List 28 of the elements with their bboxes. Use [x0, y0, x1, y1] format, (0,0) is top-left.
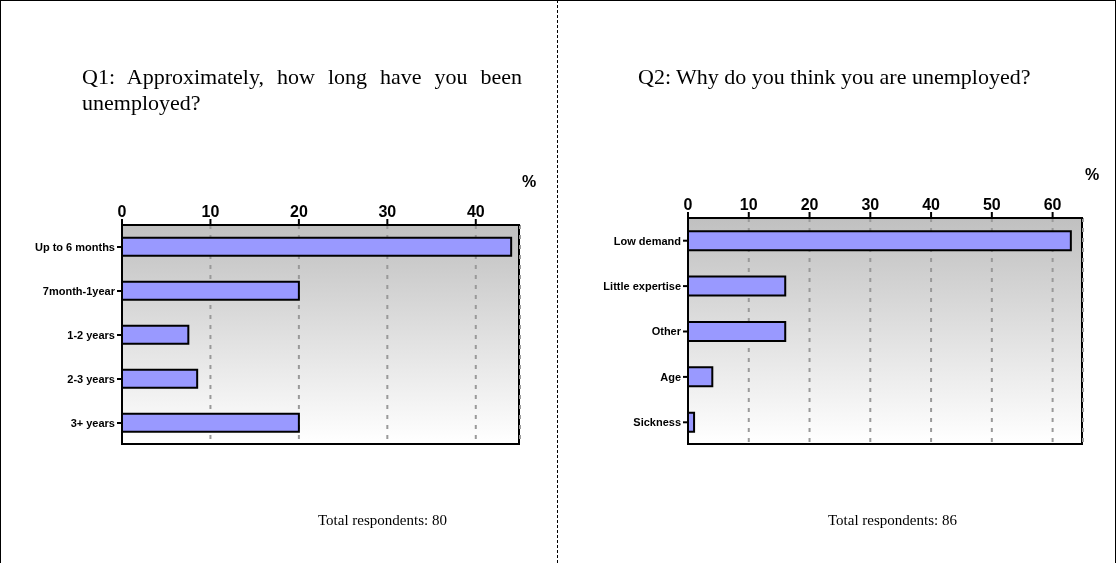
y-tick-label: Little expertise	[603, 280, 681, 293]
y-tick-label: 1-2 years	[67, 328, 115, 341]
y-tick-label: 3+ years	[70, 416, 115, 429]
x-tick-label: 20	[800, 196, 819, 213]
x-tick-label: 0	[117, 203, 127, 220]
chart-title: Q1: Approximately, how long have you been unemployed?	[82, 64, 522, 116]
x-tick-label: 10	[201, 203, 220, 220]
y-tick-label: Sickness	[633, 416, 681, 429]
y-tick-label: Low demand	[613, 234, 681, 247]
x-tick-label: 30	[861, 196, 880, 213]
y-tick-label: 2-3 years	[67, 372, 115, 385]
x-tick-label: 40	[922, 196, 941, 213]
y-tick-label: Up to 6 months	[34, 240, 115, 253]
x-axis-title: %	[522, 173, 537, 191]
x-tick-label: 40	[466, 203, 485, 220]
y-tick-label: 7month-1year	[42, 284, 116, 297]
x-axis-title: %	[1085, 166, 1100, 184]
x-tick-label: 0	[683, 196, 693, 213]
text: Total respondents: 86	[828, 512, 957, 529]
x-tick-label: 30	[378, 203, 397, 220]
x-tick-label: 60	[1043, 196, 1062, 213]
text: Total respondents: 80	[318, 512, 447, 529]
y-tick-label: Age	[660, 370, 681, 383]
y-tick-label: Other	[651, 325, 682, 338]
x-tick-label: 20	[289, 203, 308, 220]
x-tick-label: 50	[982, 196, 1001, 213]
chart-title: Q2: Why do you think you are unemployed?	[638, 64, 1032, 90]
x-tick-label: 10	[739, 196, 758, 213]
